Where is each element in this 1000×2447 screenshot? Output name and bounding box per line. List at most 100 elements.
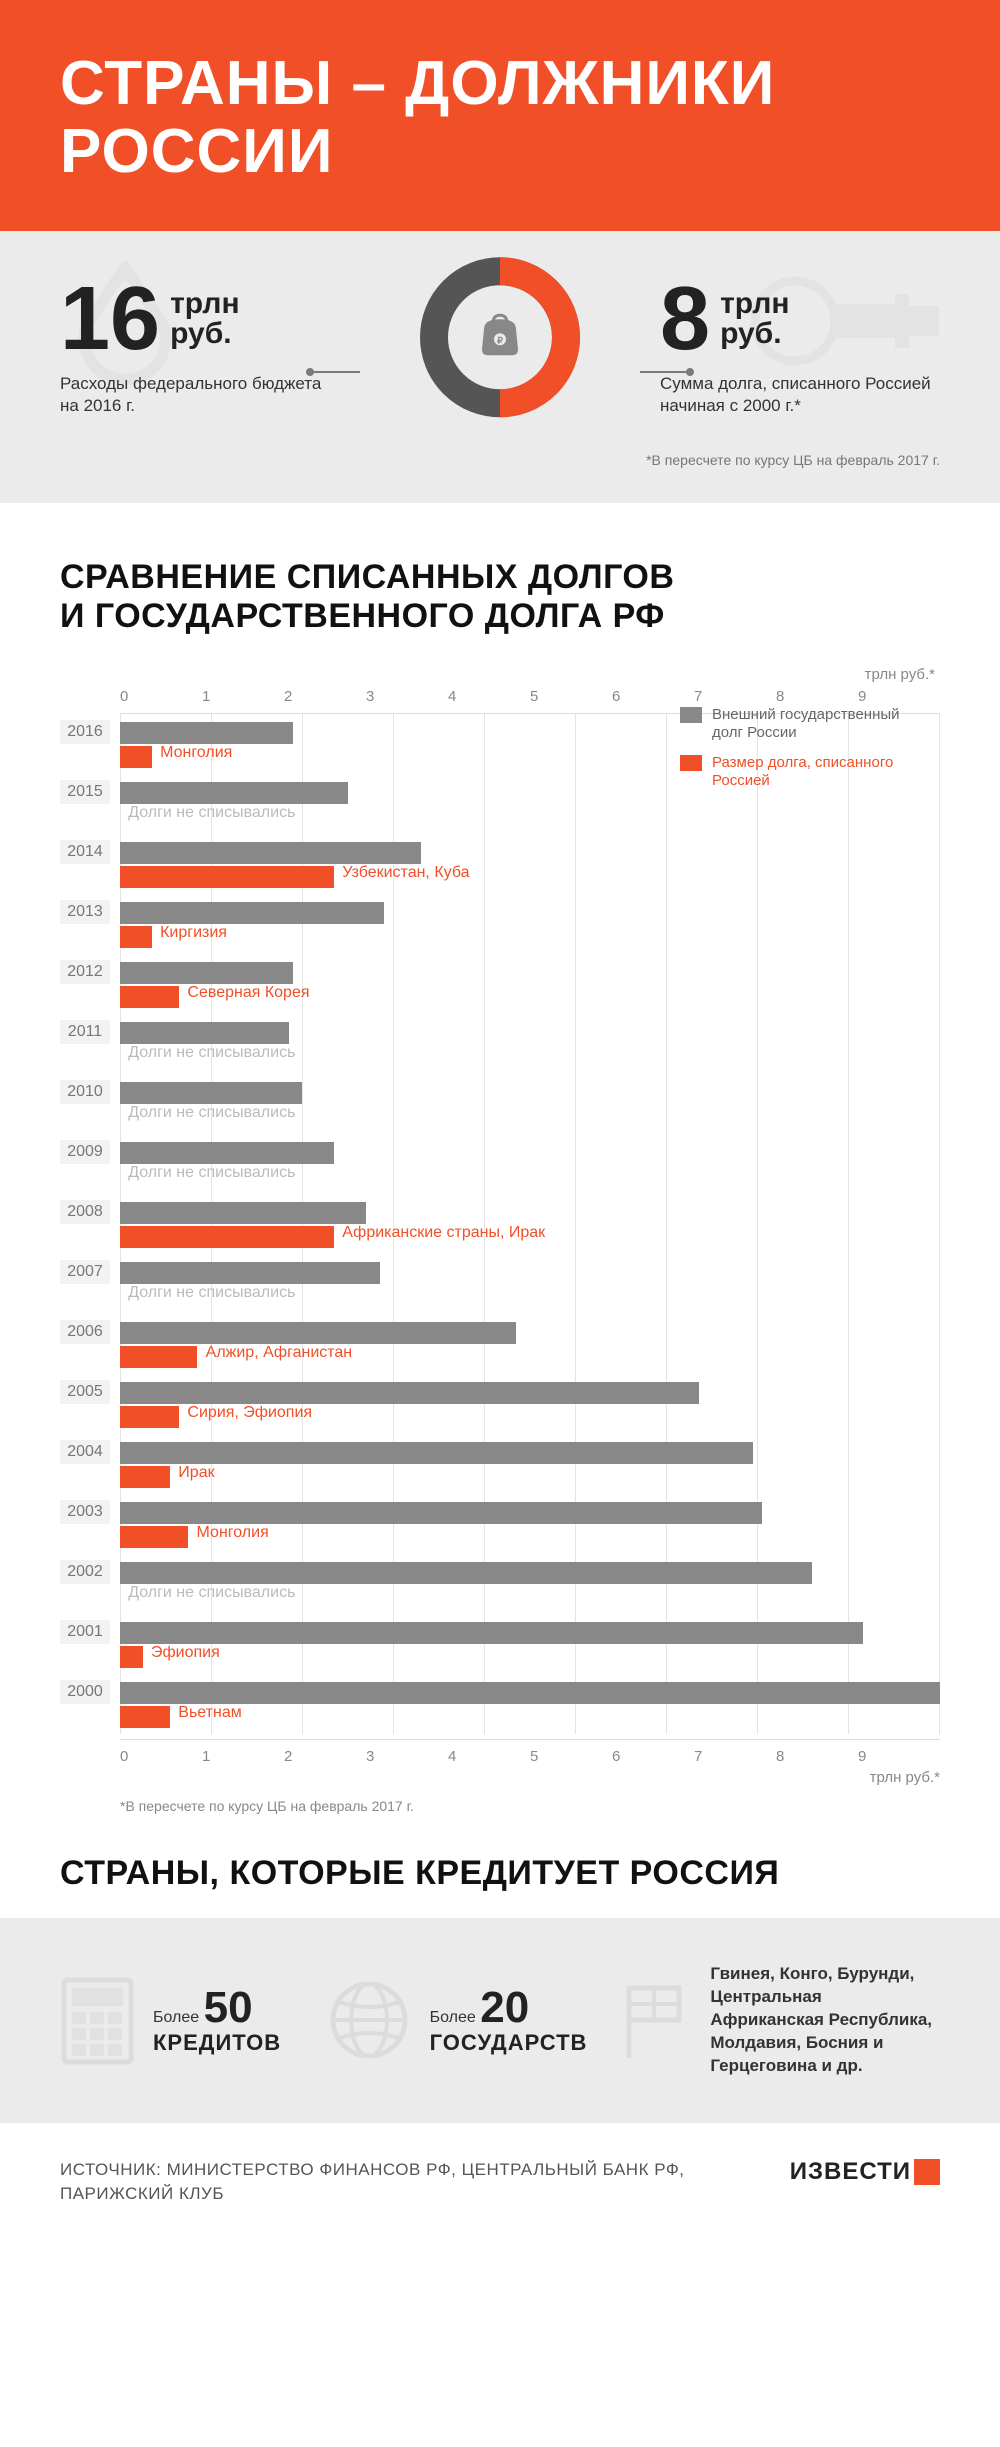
bar-writeoff — [120, 1406, 179, 1428]
year-label: 2010 — [60, 1080, 110, 1104]
bar-country-label: Монголия — [197, 1524, 269, 1542]
bar-govt-debt — [120, 1202, 366, 1224]
no-writeoff-label: Долги не списывались — [128, 1284, 295, 1302]
bar-govt-debt — [120, 1622, 863, 1644]
bar-writeoff — [120, 1646, 143, 1668]
chart-title: СРАВНЕНИЕ СПИСАННЫХ ДОЛГОВ И ГОСУДАРСТВЕ… — [60, 558, 940, 636]
bottom-title-wrap: СТРАНЫ, КОТОРЫЕ КРЕДИТУЕТ РОССИЯ — [0, 1844, 1000, 1918]
year-row: 2008Африканские страны, Ирак — [120, 1194, 940, 1254]
bar-govt-debt — [120, 782, 348, 804]
stat-debt-unit: трлн руб. — [720, 281, 789, 349]
year-row: 2004Ирак — [120, 1434, 940, 1494]
bars-container: 2016Монголия2015Долги не списывались2014… — [120, 714, 940, 1734]
bar-writeoff — [120, 1706, 170, 1728]
year-label: 2008 — [60, 1200, 110, 1224]
no-writeoff-label: Долги не списывались — [128, 804, 295, 822]
stat-budget-sub: Расходы федерального бюджета на 2016 г. — [60, 373, 340, 417]
year-label: 2000 — [60, 1680, 110, 1704]
bar-govt-debt — [120, 1442, 753, 1464]
calculator-icon — [60, 1976, 135, 2066]
no-writeoff-label: Долги не списывались — [128, 1164, 295, 1182]
stat-debt-number: 8 трлн руб. — [660, 281, 940, 358]
bar-country-label: Африканские страны, Ирак — [342, 1224, 545, 1242]
no-writeoff-label: Долги не списывались — [128, 1584, 295, 1602]
year-label: 2015 — [60, 780, 110, 804]
bar-govt-debt — [120, 1142, 334, 1164]
donut-chart: ₽ — [410, 247, 590, 432]
legend-orange: Размер долга, списанного Россией — [680, 754, 930, 790]
bottom-countries-list: Гвинея, Конго, Бурунди, Центральная Афри… — [710, 1963, 940, 2078]
legend-swatch-grey — [680, 707, 702, 723]
year-row: 2011Долги не списывались — [120, 1014, 940, 1074]
year-label: 2012 — [60, 960, 110, 984]
bar-country-label: Северная Корея — [187, 984, 309, 1002]
stats-row: 16 трлн руб. Расходы федерального бюджет… — [60, 281, 940, 417]
legend-swatch-orange — [680, 755, 702, 771]
year-row: 2009Долги не списывались — [120, 1134, 940, 1194]
axis-label-bottom: трлн руб.* — [120, 1769, 940, 1786]
bar-govt-debt — [120, 842, 421, 864]
year-label: 2005 — [60, 1380, 110, 1404]
year-row: 2003Монголия — [120, 1494, 940, 1554]
bar-country-label: Узбекистан, Куба — [342, 864, 469, 882]
header: СТРАНЫ – ДОЛЖНИКИ РОССИИ — [0, 0, 1000, 231]
chart-area: трлн руб.* 0123456789 Внешний государств… — [60, 666, 940, 1786]
year-label: 2004 — [60, 1440, 110, 1464]
bar-govt-debt — [120, 1382, 699, 1404]
bottom-title: СТРАНЫ, КОТОРЫЕ КРЕДИТУЕТ РОССИЯ — [60, 1854, 940, 1893]
year-label: 2006 — [60, 1320, 110, 1344]
bar-country-label: Монголия — [160, 744, 232, 762]
bar-govt-debt — [120, 1562, 812, 1584]
title-line-2: РОССИИ — [60, 117, 333, 186]
logo: ИЗВЕСТИ — [790, 2158, 940, 2186]
stat-budget-unit: трлн руб. — [170, 281, 239, 349]
infographic-container: СТРАНЫ – ДОЛЖНИКИ РОССИИ 16 трлн ру — [0, 0, 1000, 2256]
top-footnote: *В пересчете по курсу ЦБ на февраль 2017… — [60, 452, 940, 468]
bar-writeoff — [120, 926, 152, 948]
year-label: 2014 — [60, 840, 110, 864]
bar-govt-debt — [120, 722, 293, 744]
bar-writeoff — [120, 746, 152, 768]
year-row: 2001Эфиопия — [120, 1614, 940, 1674]
logo-text: ИЗВЕСТИ — [790, 2158, 911, 2186]
year-label: 2011 — [60, 1020, 110, 1044]
flag-icon — [617, 1978, 692, 2063]
bar-govt-debt — [120, 962, 293, 984]
year-row: 2000Вьетнам — [120, 1674, 940, 1734]
source-text: ИСТОЧНИК: МИНИСТЕРСТВО ФИНАНСОВ РФ, ЦЕНТ… — [60, 2158, 740, 2206]
bar-govt-debt — [120, 1082, 302, 1104]
bar-country-label: Ирак — [178, 1464, 214, 1482]
year-label: 2001 — [60, 1620, 110, 1644]
year-row: 2014Узбекистан, Куба — [120, 834, 940, 894]
year-label: 2002 — [60, 1560, 110, 1584]
bottom-states: Более 20 ГОСУДАРСТВ — [327, 1978, 588, 2063]
bar-writeoff — [120, 866, 334, 888]
year-label: 2013 — [60, 900, 110, 924]
bar-country-label: Вьетнам — [178, 1704, 241, 1722]
year-label: 2009 — [60, 1140, 110, 1164]
bar-writeoff — [120, 1226, 334, 1248]
year-row: 2012Северная Корея — [120, 954, 940, 1014]
bar-country-label: Эфиопия — [151, 1644, 220, 1662]
bar-country-label: Сирия, Эфиопия — [187, 1404, 312, 1422]
bottom-countries: Гвинея, Конго, Бурунди, Центральная Афри… — [617, 1963, 940, 2078]
top-stats-section: 16 трлн руб. Расходы федерального бюджет… — [0, 231, 1000, 503]
bar-writeoff — [120, 1526, 188, 1548]
page-title: СТРАНЫ – ДОЛЖНИКИ РОССИИ — [60, 50, 940, 186]
bottom-states-text: Более 20 ГОСУДАРСТВ — [430, 1986, 588, 2056]
bar-writeoff — [120, 986, 179, 1008]
stat-debt-value: 8 — [660, 281, 710, 358]
year-label: 2016 — [60, 720, 110, 744]
year-row: 2002Долги не списывались — [120, 1554, 940, 1614]
year-row: 2010Долги не списывались — [120, 1074, 940, 1134]
bar-country-label: Киргизия — [160, 924, 227, 942]
title-line-1: СТРАНЫ – ДОЛЖНИКИ — [60, 49, 775, 118]
bar-govt-debt — [120, 902, 384, 924]
no-writeoff-label: Долги не списывались — [128, 1104, 295, 1122]
logo-square-icon — [914, 2159, 940, 2185]
bar-writeoff — [120, 1466, 170, 1488]
bar-govt-debt — [120, 1502, 762, 1524]
legend-grey: Внешний государственный долг России — [680, 706, 930, 742]
chart-section: СРАВНЕНИЕ СПИСАННЫХ ДОЛГОВ И ГОСУДАРСТВЕ… — [0, 503, 1000, 1844]
stat-budget-value: 16 — [60, 281, 160, 358]
